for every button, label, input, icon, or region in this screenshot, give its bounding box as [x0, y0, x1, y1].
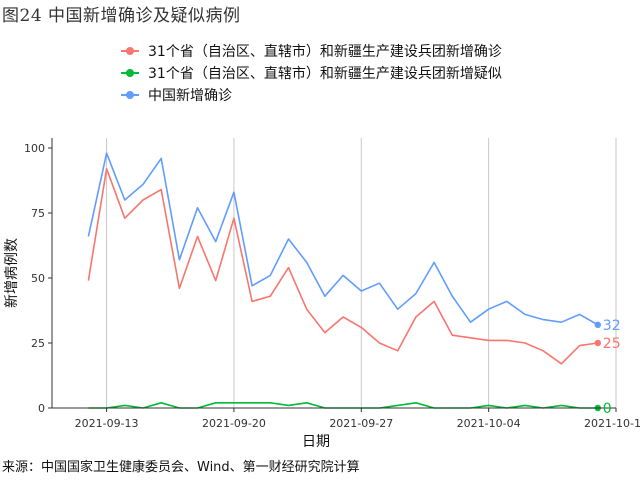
chart-legend: 31个省（自治区、直辖市）和新疆生产建设兵团新增确诊 31个省（自治区、直辖市）…	[120, 40, 502, 106]
y-tick-label: 0	[38, 402, 45, 415]
legend-key-new-confirmed-provinces	[120, 45, 140, 57]
x-tick-label: 2021-09-20	[202, 417, 266, 430]
y-axis-title: 新增病例数	[4, 238, 20, 308]
series-lines	[87, 152, 602, 412]
series-end-label-1: 0	[603, 401, 612, 417]
x-tick-label: 2021-10-11	[584, 417, 640, 430]
legend-label: 中国新增确诊	[148, 88, 232, 104]
y-tick-label: 100	[24, 142, 45, 155]
series-line-1	[88, 401, 598, 409]
series-end-point-2	[594, 321, 602, 328]
x-tick-label: 2021-09-27	[329, 417, 393, 430]
legend-item-china-new-confirmed: 中国新增确诊	[120, 84, 502, 106]
page-title: 图24 中国新增确诊及疑似病例	[2, 6, 241, 26]
legend-item-new-confirmed-provinces: 31个省（自治区、直辖市）和新疆生产建设兵团新增确诊	[120, 40, 502, 62]
x-axis-title: 日期	[302, 434, 330, 450]
legend-label: 31个省（自治区、直辖市）和新疆生产建设兵团新增疑似	[148, 66, 502, 82]
source-note: 来源：中国国家卫生健康委员会、Wind、第一财经研究院计算	[2, 460, 360, 475]
series-line-0	[87, 168, 598, 365]
legend-key-china-new-confirmed	[120, 89, 140, 101]
y-tick-label: 50	[31, 272, 45, 285]
legend-key-new-suspected-provinces	[120, 67, 140, 79]
x-tick-label: 2021-10-04	[457, 417, 521, 430]
y-tick-label: 75	[31, 207, 45, 220]
axes	[48, 138, 617, 412]
series-end-label-2: 32	[603, 318, 621, 334]
series-end-label-0: 25	[603, 336, 621, 352]
chart-labels: 0 25 50 75 100 2021-09-13 2021-09-20 2021-09-27…	[4, 142, 640, 450]
grid-lines	[106, 138, 617, 408]
legend-item-new-suspected-provinces: 31个省（自治区、直辖市）和新疆生产建设兵团新增疑似	[120, 62, 502, 84]
y-tick-label: 25	[31, 337, 45, 350]
x-tick-label: 2021-09-13	[75, 417, 139, 430]
series-end-point-0	[594, 339, 602, 347]
series-line-2	[87, 152, 599, 326]
legend-label: 31个省（自治区、直辖市）和新疆生产建设兵团新增确诊	[148, 44, 502, 60]
